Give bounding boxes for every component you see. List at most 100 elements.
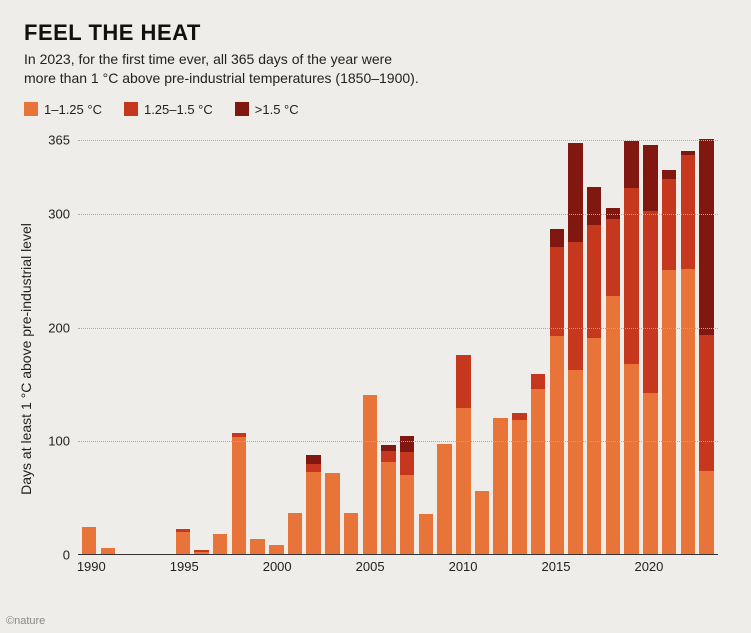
bar-column: [194, 550, 208, 553]
bar-column: [325, 473, 339, 554]
bar-column: [288, 513, 302, 554]
legend-label: >1.5 °C: [255, 102, 299, 117]
bar-segment: [681, 155, 695, 269]
bar-segment: [568, 370, 582, 554]
legend-label: 1–1.25 °C: [44, 102, 102, 117]
bar-segment: [606, 219, 620, 296]
bar-column: [381, 445, 395, 554]
bar-column: [82, 527, 96, 554]
bar-column: [437, 444, 451, 554]
bar-segment: [194, 552, 208, 554]
legend-item: 1–1.25 °C: [24, 102, 102, 117]
gridline: [78, 140, 718, 141]
bar-segment: [662, 179, 676, 270]
legend: 1–1.25 °C 1.25–1.5 °C >1.5 °C: [24, 102, 727, 117]
bar-column: [643, 145, 657, 554]
legend-swatch: [24, 102, 38, 116]
bar-segment: [624, 141, 638, 189]
bar-segment: [643, 145, 657, 211]
bar-segment: [624, 364, 638, 554]
x-tick-label: 2005: [356, 559, 385, 574]
y-tick-label: 100: [48, 434, 70, 449]
legend-label: 1.25–1.5 °C: [144, 102, 213, 117]
bar-segment: [344, 513, 358, 554]
bar-segment: [568, 143, 582, 242]
y-tick-label: 0: [63, 547, 70, 562]
stacked-bar-chart: 0100200300365: [78, 135, 718, 555]
x-tick-label: 2000: [263, 559, 292, 574]
y-axis-label: Days at least 1 °C above pre-industrial …: [18, 223, 34, 495]
bar-segment: [550, 247, 564, 336]
bar-column: [232, 433, 246, 553]
bar-column: [363, 395, 377, 554]
bar-column: [681, 151, 695, 554]
legend-item: >1.5 °C: [235, 102, 299, 117]
chart-subtitle: In 2023, for the first time ever, all 36…: [24, 50, 727, 88]
bar-column: [475, 491, 489, 553]
bar-segment: [101, 548, 115, 554]
bar-column: [250, 539, 264, 554]
bar-segment: [288, 513, 302, 554]
gridline: [78, 214, 718, 215]
bar-segment: [550, 336, 564, 554]
bar-segment: [363, 395, 377, 554]
bar-segment: [512, 420, 526, 554]
bar-segment: [325, 473, 339, 554]
gridline: [78, 441, 718, 442]
bar-column: [306, 455, 320, 554]
bar-segment: [587, 187, 601, 224]
x-axis: 1990199520002005201020152020: [78, 559, 718, 583]
legend-swatch: [235, 102, 249, 116]
bar-segment: [531, 389, 545, 554]
y-tick-label: 200: [48, 320, 70, 335]
gridline: [78, 328, 718, 329]
bar-segment: [269, 545, 283, 554]
bar-segment: [587, 338, 601, 554]
bar-segment: [306, 464, 320, 472]
bar-segment: [400, 436, 414, 452]
bar-segment: [456, 355, 470, 408]
bar-segment: [437, 444, 451, 554]
bar-segment: [176, 532, 190, 554]
bar-segment: [400, 475, 414, 553]
bar-segment: [699, 471, 713, 554]
x-tick-label: 2010: [449, 559, 478, 574]
bar-column: [101, 548, 115, 554]
bar-column: [587, 187, 601, 554]
bar-column: [419, 514, 433, 554]
bar-column: [568, 143, 582, 554]
chart-title: FEEL THE HEAT: [24, 20, 727, 46]
bar-segment: [306, 472, 320, 554]
bar-segment: [587, 225, 601, 339]
bar-segment: [512, 413, 526, 420]
bar-segment: [531, 374, 545, 389]
bar-column: [344, 513, 358, 554]
y-tick-label: 365: [48, 133, 70, 148]
bar-segment: [699, 335, 713, 471]
bar-column: [606, 208, 620, 554]
x-tick-label: 2015: [542, 559, 571, 574]
bar-segment: [643, 393, 657, 554]
copyright-text: ©nature: [6, 615, 45, 627]
bar-segment: [82, 527, 96, 554]
bar-segment: [232, 437, 246, 554]
bar-segment: [381, 451, 395, 462]
bar-column: [624, 141, 638, 554]
bar-segment: [306, 455, 320, 464]
x-tick-label: 1990: [77, 559, 106, 574]
bar-column: [176, 529, 190, 554]
bar-segment: [606, 296, 620, 554]
bar-column: [493, 418, 507, 554]
legend-swatch: [124, 102, 138, 116]
bar-column: [550, 229, 564, 554]
bar-segment: [550, 229, 564, 247]
x-tick-label: 2020: [634, 559, 663, 574]
bar-column: [269, 545, 283, 554]
bar-segment: [250, 539, 264, 554]
bar-segment: [419, 514, 433, 554]
bar-column: [400, 436, 414, 554]
bar-segment: [662, 270, 676, 554]
bar-segment: [643, 211, 657, 393]
bar-segment: [493, 418, 507, 554]
bar-segment: [568, 242, 582, 370]
